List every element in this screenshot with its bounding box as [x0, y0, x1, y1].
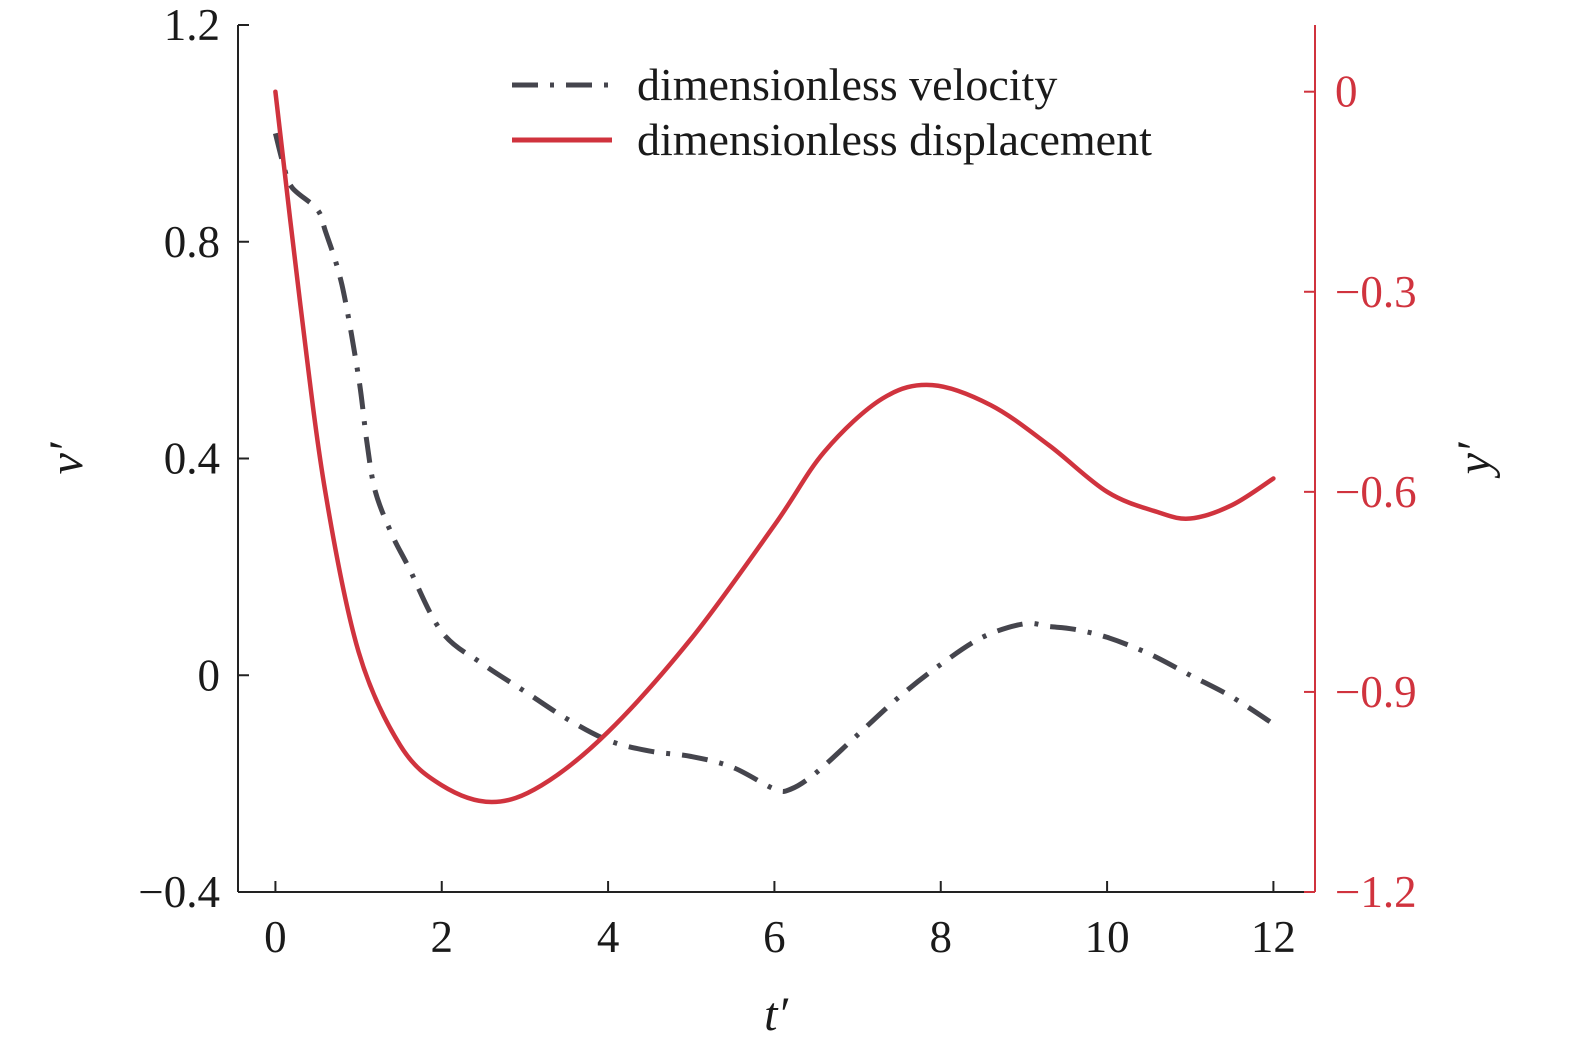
y-right-tick-label: −0.9: [1335, 667, 1417, 717]
x-tick-label: 8: [930, 912, 953, 962]
velocity-point: [814, 771, 818, 775]
y-tick-label: 1.2: [164, 0, 220, 50]
displacement-line: [273, 89, 1276, 805]
velocity-point: [606, 738, 610, 742]
y-right-tick-label: −1.2: [1335, 867, 1417, 917]
velocity-point: [1271, 722, 1275, 726]
velocity-point: [565, 717, 569, 721]
velocity-point: [648, 749, 652, 753]
velocity-point: [365, 440, 369, 444]
displacement-point: [822, 450, 826, 454]
displacement-point: [298, 303, 302, 307]
velocity-point: [315, 207, 319, 211]
displacement-point: [323, 490, 327, 494]
legend-label: dimensionless displacement: [637, 114, 1152, 165]
axes: 0 2 4 6 8 10 12 −0.4 0 0.4 0.8 1.2 −1.2 −0.9 −0.6 −0.3 0…: [40, 0, 1501, 1041]
y-right-axis-title: y′: [1448, 441, 1501, 479]
velocity-point: [1105, 635, 1109, 639]
y-right-tick-label: −0.3: [1335, 267, 1417, 317]
displacement-point: [273, 90, 277, 94]
displacement-point: [540, 783, 544, 787]
displacement-point: [490, 800, 494, 804]
velocity-point: [1147, 652, 1151, 656]
displacement-point: [1230, 503, 1234, 507]
x-axis-title: t′: [764, 988, 789, 1041]
y-tick-label: 0.8: [164, 217, 220, 267]
y-right-tick-label: −0.6: [1335, 467, 1417, 517]
velocity-point: [1072, 627, 1076, 631]
x-tick-label: 0: [264, 912, 287, 962]
legend-label: dimensionless velocity: [637, 59, 1057, 110]
displacement-point: [1155, 510, 1159, 514]
velocity-point: [373, 489, 377, 493]
x-tick-label: 12: [1251, 912, 1296, 962]
velocity-point: [731, 765, 735, 769]
displacement-point: [1047, 443, 1051, 447]
plot-series: [272, 89, 1276, 805]
velocity-point: [273, 131, 277, 135]
displacement-point: [772, 523, 776, 527]
displacement-point: [440, 783, 444, 787]
velocity-point: [290, 186, 294, 190]
velocity-point: [407, 565, 411, 569]
x-tick-label: 10: [1085, 912, 1130, 962]
velocity-line: [272, 132, 1275, 794]
velocity-point: [1047, 625, 1051, 629]
displacement-point: [989, 403, 993, 407]
velocity-point: [390, 532, 394, 536]
y-tick-label: −0.4: [138, 867, 220, 917]
displacement-point: [1105, 490, 1109, 494]
velocity-point: [340, 283, 344, 287]
y-right-tick-label: 0: [1335, 67, 1358, 117]
displacement-point: [881, 397, 885, 401]
displacement-point: [689, 637, 693, 641]
velocity-point: [772, 787, 776, 791]
velocity-point: [980, 635, 984, 639]
velocity-point: [523, 690, 527, 694]
velocity-point: [897, 695, 901, 699]
x-tick-label: 4: [597, 912, 620, 962]
x-tick-label: 2: [431, 912, 454, 962]
displacement-point: [930, 383, 934, 387]
velocity-point: [440, 630, 444, 634]
velocity-point: [856, 733, 860, 737]
y-axis-title: v′: [40, 441, 93, 474]
velocity-point: [689, 755, 693, 759]
velocity-point: [1230, 695, 1234, 699]
x-tick-label: 6: [763, 912, 786, 962]
velocity-point: [939, 662, 943, 666]
velocity-point: [481, 662, 485, 666]
velocity-point: [1188, 673, 1192, 677]
y-tick-label: 0: [198, 650, 221, 700]
velocity-point: [323, 229, 327, 233]
displacement-point: [1188, 517, 1192, 521]
displacement-point: [357, 650, 361, 654]
velocity-point: [357, 375, 361, 379]
displacement-point: [398, 743, 402, 747]
displacement-point: [606, 730, 610, 734]
displacement-point: [1271, 477, 1275, 481]
velocity-point: [789, 787, 793, 791]
velocity-point: [1022, 622, 1026, 626]
y-tick-label: 0.4: [164, 434, 220, 484]
